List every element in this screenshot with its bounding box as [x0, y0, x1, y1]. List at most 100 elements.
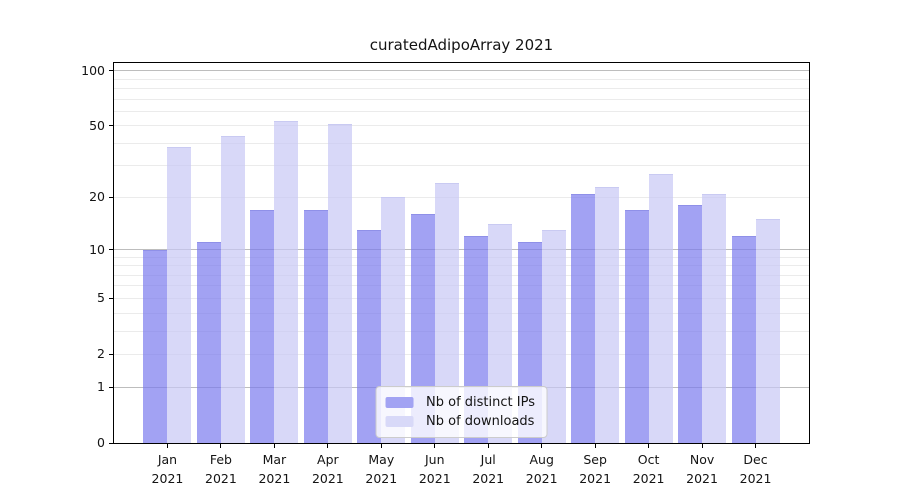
y-tick-label: 5 — [97, 290, 105, 306]
x-tick-mark — [487, 443, 489, 448]
x-tick-year: 2021 — [311, 471, 344, 486]
gridline-minor — [114, 196, 809, 198]
x-tick-year: 2021 — [686, 471, 718, 486]
y-tick-label: 2 — [97, 346, 105, 362]
x-tick-mark — [541, 443, 543, 448]
x-tick-month: Mar — [262, 452, 287, 467]
x-tick-mark — [701, 443, 703, 448]
x-tick-year: 2021 — [418, 471, 451, 486]
y-tick-label: 1 — [97, 379, 105, 395]
x-tick-month: Feb — [209, 452, 232, 467]
gridline-minor — [114, 330, 809, 332]
y-tick-mark — [109, 196, 114, 198]
x-tick-month: Oct — [637, 452, 660, 467]
y-tick-label: 0 — [97, 435, 105, 450]
y-tick-mark — [109, 386, 114, 388]
x-tick-year: 2021 — [472, 471, 505, 486]
gridline-minor — [114, 87, 809, 89]
gridline-minor — [114, 142, 809, 144]
gridline-minor — [114, 98, 809, 100]
bar-ips-sep — [571, 193, 596, 443]
gridline-minor — [114, 110, 809, 112]
bar-downloads-oct — [648, 174, 673, 443]
x-tick-label-dec: Dec 2021 — [728, 450, 784, 488]
x-tick-year: 2021 — [632, 471, 665, 486]
legend-label-distinct-ips: Nb of distinct IPs — [426, 395, 535, 410]
x-tick-month: Jul — [480, 452, 496, 467]
x-tick-year: 2021 — [525, 471, 558, 486]
x-tick-year: 2021 — [579, 471, 612, 486]
bar-downloads-sep — [595, 186, 620, 443]
legend-item-distinct-ips: Nb of distinct IPs — [385, 393, 535, 412]
x-tick-label-aug: Aug 2021 — [514, 450, 570, 488]
gridline-minor — [114, 285, 809, 287]
y-tick-label: 20 — [89, 189, 105, 205]
gridline-minor — [114, 274, 809, 276]
x-tick-month: Nov — [689, 452, 715, 467]
x-tick-mark — [380, 443, 382, 448]
x-tick-mark — [273, 443, 275, 448]
gridline-major — [114, 249, 809, 251]
bar-downloads-jan — [167, 147, 192, 443]
y-tick-mark — [109, 442, 114, 444]
x-tick-month: May — [368, 452, 395, 467]
gridline-minor — [114, 353, 809, 355]
x-tick-label-mar: Mar 2021 — [246, 450, 302, 488]
y-tick-mark — [109, 70, 114, 72]
x-tick-label-sep: Sep 2021 — [567, 450, 623, 488]
bar-ips-jan — [143, 249, 168, 443]
y-tick-label: 100 — [81, 62, 105, 78]
x-tick-label-oct: Oct 2021 — [621, 450, 677, 488]
gridline-minor — [114, 265, 809, 267]
x-tick-mark — [327, 443, 329, 448]
legend: Nb of distinct IPs Nb of downloads — [375, 386, 548, 438]
gridline-minor — [114, 312, 809, 314]
chart-title: curatedAdipoArray 2021 — [369, 36, 554, 54]
gridline-minor — [114, 78, 809, 80]
legend-swatch-downloads — [385, 416, 414, 427]
x-tick-month: Aug — [529, 452, 554, 467]
y-tick-mark — [109, 249, 114, 251]
x-tick-mark — [220, 443, 222, 448]
gridline-minor — [114, 256, 809, 258]
plot-area: Nb of distinct IPs Nb of downloads 0 1 2 5 1… — [81, 62, 810, 486]
legend-item-downloads: Nb of downloads — [385, 412, 535, 431]
x-tick-label-jul: Jul 2021 — [460, 450, 516, 488]
x-tick-month: Dec — [743, 452, 768, 467]
x-tick-mark — [594, 443, 596, 448]
bar-downloads-feb — [220, 135, 245, 443]
y-tick-mark — [109, 353, 114, 355]
bar-downloads-apr — [327, 124, 352, 443]
bar-downloads-mar — [274, 121, 299, 443]
x-tick-label-feb: Feb 2021 — [193, 450, 249, 488]
x-tick-label-apr: Apr 2021 — [300, 450, 356, 488]
bar-ips-nov — [678, 205, 703, 443]
x-tick-month: Jan — [157, 452, 178, 467]
bar-ips-dec — [731, 236, 756, 443]
y-tick-label: 10 — [89, 241, 105, 257]
x-tick-mark — [755, 443, 757, 448]
gridline-major — [114, 70, 809, 72]
x-tick-month: Apr — [317, 452, 339, 467]
gridline-minor — [114, 165, 809, 167]
x-tick-month: Sep — [583, 452, 607, 467]
bar-ips-apr — [303, 209, 328, 443]
x-tick-label-may: May 2021 — [353, 450, 409, 488]
x-tick-year: 2021 — [258, 471, 291, 486]
bar-ips-feb — [196, 242, 221, 443]
x-tick-label-jan: Jan 2021 — [139, 450, 195, 488]
y-tick-mark — [109, 125, 114, 127]
x-tick-month: Jun — [425, 452, 445, 467]
x-tick-label-nov: Nov 2021 — [674, 450, 730, 488]
gridline-minor — [114, 297, 809, 299]
x-tick-year: 2021 — [151, 471, 184, 486]
y-tick-mark — [109, 297, 114, 299]
x-tick-mark — [166, 443, 168, 448]
bar-downloads-nov — [702, 193, 727, 443]
bar-downloads-aug — [541, 230, 566, 443]
y-tick-label: 50 — [89, 117, 105, 133]
x-tick-mark — [648, 443, 650, 448]
x-tick-year: 2021 — [205, 471, 237, 486]
x-tick-mark — [434, 443, 436, 448]
